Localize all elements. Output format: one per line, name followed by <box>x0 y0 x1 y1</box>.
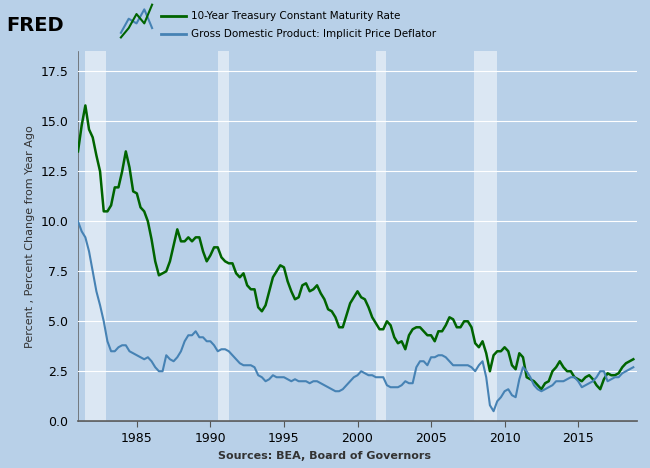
Text: Sources: BEA, Board of Governors: Sources: BEA, Board of Governors <box>218 451 432 461</box>
Text: Gross Domestic Product: Implicit Price Deflator: Gross Domestic Product: Implicit Price D… <box>190 29 436 39</box>
Text: FRED: FRED <box>6 16 64 35</box>
Bar <box>85 51 106 421</box>
Y-axis label: Percent , Percent Change from Year Ago: Percent , Percent Change from Year Ago <box>25 125 35 348</box>
Bar <box>218 51 229 421</box>
Text: 10-Year Treasury Constant Maturity Rate: 10-Year Treasury Constant Maturity Rate <box>190 11 400 22</box>
Bar <box>474 51 497 421</box>
Bar <box>376 51 385 421</box>
